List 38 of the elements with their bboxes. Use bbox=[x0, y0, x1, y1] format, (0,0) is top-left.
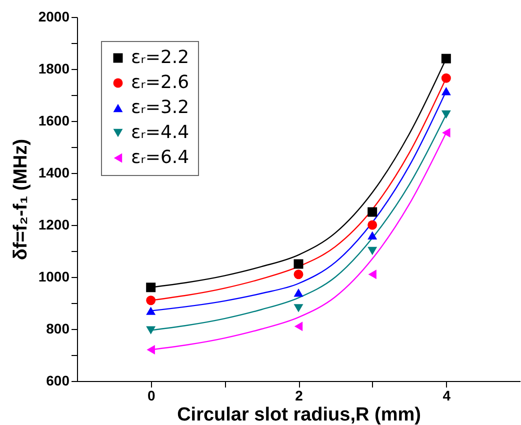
point bbox=[368, 246, 378, 256]
point bbox=[294, 270, 304, 280]
y-tick-label: 1200 bbox=[38, 216, 70, 232]
point bbox=[441, 110, 451, 119]
point bbox=[146, 326, 156, 334]
point bbox=[441, 73, 451, 83]
point bbox=[146, 306, 156, 315]
y-axis-title: δf=f₂-f₁ (MHz) bbox=[10, 138, 32, 260]
point bbox=[441, 86, 451, 96]
legend-label: εᵣ=2.2 bbox=[131, 47, 190, 68]
point bbox=[368, 207, 378, 217]
point bbox=[368, 220, 378, 230]
x-axis-title: Circular slot radius,R (mm) bbox=[177, 404, 421, 425]
y-tick-label: 800 bbox=[46, 320, 70, 336]
legend-label: εᵣ=4.4 bbox=[131, 122, 190, 143]
point bbox=[146, 345, 155, 355]
y-tick-label: 1400 bbox=[38, 164, 70, 180]
y-tick-label: 1800 bbox=[38, 60, 70, 76]
legend-label: εᵣ=2.6 bbox=[131, 72, 190, 93]
y-tick-label: 1600 bbox=[38, 112, 70, 128]
point bbox=[294, 304, 304, 312]
point bbox=[146, 282, 156, 292]
legend-label: εᵣ=6.4 bbox=[131, 147, 190, 168]
point bbox=[368, 231, 378, 240]
point bbox=[294, 288, 304, 297]
y-tick-label: 600 bbox=[46, 372, 70, 388]
point bbox=[146, 296, 156, 306]
y-tick-label: 2000 bbox=[38, 8, 70, 24]
legend-label: εᵣ=3.2 bbox=[131, 97, 190, 118]
point bbox=[441, 54, 451, 64]
point bbox=[368, 270, 376, 280]
x-tick-label: 4 bbox=[442, 388, 451, 404]
y-tick-label: 1000 bbox=[38, 268, 70, 284]
x-tick-label: 0 bbox=[147, 388, 156, 404]
point bbox=[442, 128, 450, 138]
point bbox=[294, 259, 304, 269]
point bbox=[294, 322, 303, 332]
x-tick-label: 2 bbox=[295, 388, 304, 404]
